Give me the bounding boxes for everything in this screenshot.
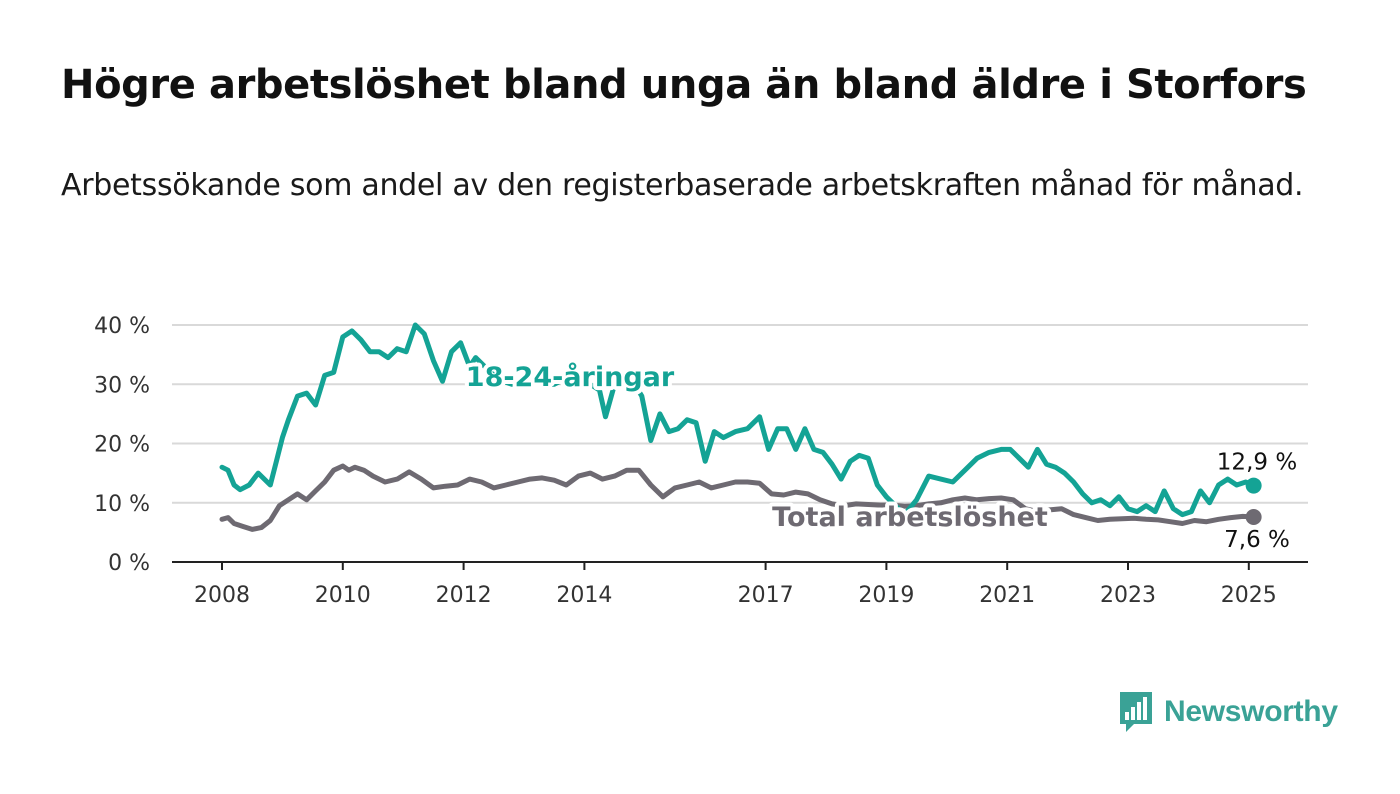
x-tick-label: 2014: [556, 583, 612, 608]
y-tick-label: 0 %: [108, 551, 150, 576]
y-tick-label: 10 %: [94, 492, 150, 517]
series-label-youth: 18-24-åringar: [466, 361, 675, 393]
series-line-total: [219, 463, 1257, 532]
y-tick-label: 40 %: [94, 314, 150, 339]
brand-name: Newsworthy: [1164, 695, 1338, 728]
x-tick-label: 2025: [1221, 583, 1277, 608]
x-tick-label: 2019: [858, 583, 914, 608]
x-tick-label: 2010: [315, 583, 371, 608]
series-labels: 18-24-åringar Total arbetslöshet 12,9 % 7,6…: [462, 357, 1300, 556]
end-point-youth: [1245, 477, 1262, 494]
newsworthy-logo: Newsworthy: [1118, 690, 1338, 734]
gridlines: [172, 324, 1308, 504]
x-tick-label: 2012: [436, 583, 492, 608]
x-tick-label: 2023: [1100, 583, 1156, 608]
series-label-total: Total arbetslöshet: [772, 502, 1048, 533]
chart-subtitle: Arbetssökande som andel av den registerb…: [61, 168, 1304, 203]
series-lines: [219, 322, 1262, 532]
bar-chart-icon: [1120, 692, 1152, 732]
x-tick-label: 2008: [194, 583, 250, 608]
y-axis: 0 % 10 % 20 % 30 % 40 %: [94, 314, 150, 576]
end-label-total: 7,6 %: [1224, 527, 1290, 553]
y-tick-label: 20 %: [94, 433, 150, 458]
series-line-youth: [219, 322, 1257, 518]
x-axis: 2008 2010 2012 2014 2017 2019 2021 2023 2025: [172, 561, 1308, 608]
end-point-total: [1245, 508, 1262, 525]
x-tick-label: 2021: [979, 583, 1035, 608]
end-label-youth: 12,9 %: [1217, 450, 1297, 476]
chart-title: Högre arbetslöshet bland unga än bland ä…: [61, 62, 1307, 108]
y-tick-label: 30 %: [94, 373, 150, 398]
x-tick-label: 2017: [738, 583, 794, 608]
